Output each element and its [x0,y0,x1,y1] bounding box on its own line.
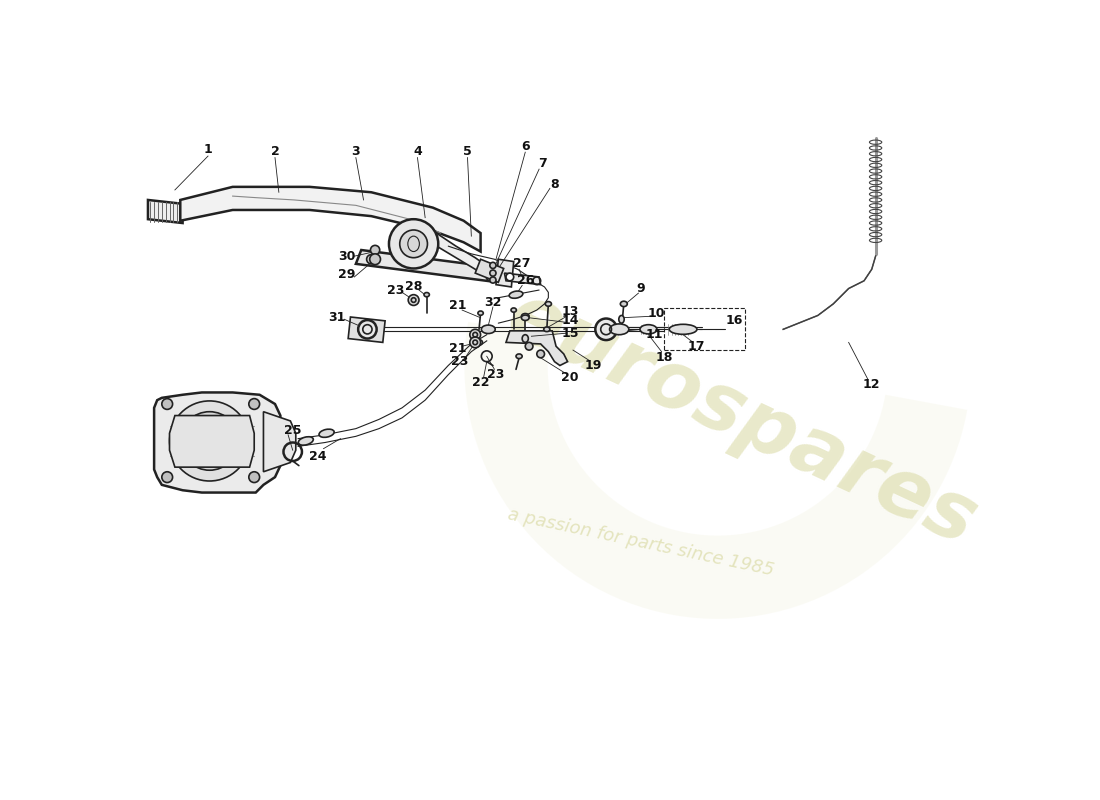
Ellipse shape [521,315,529,321]
Ellipse shape [319,429,334,438]
Text: 29: 29 [338,268,355,281]
Text: 6: 6 [521,139,529,153]
Circle shape [366,254,376,264]
Circle shape [359,320,376,338]
Polygon shape [154,393,280,493]
Text: 9: 9 [637,282,645,295]
Circle shape [470,330,481,340]
Text: 16: 16 [726,314,744,327]
Circle shape [525,342,532,350]
Ellipse shape [512,308,516,312]
Polygon shape [147,200,183,223]
Text: 23: 23 [451,355,469,368]
Text: 25: 25 [284,425,301,438]
Circle shape [470,337,481,348]
Polygon shape [496,259,514,287]
Text: 32: 32 [484,296,502,309]
Circle shape [370,254,381,265]
Polygon shape [432,230,481,273]
Ellipse shape [477,311,483,315]
Text: 13: 13 [561,305,579,318]
Circle shape [169,401,250,481]
Text: 11: 11 [646,328,663,341]
Text: 19: 19 [584,359,602,372]
Text: 12: 12 [864,378,880,391]
Text: 17: 17 [688,340,705,353]
Ellipse shape [620,302,627,306]
Ellipse shape [482,325,495,334]
Circle shape [180,412,239,470]
Circle shape [249,398,260,410]
Text: 8: 8 [550,178,559,191]
Polygon shape [264,412,296,472]
Text: 21: 21 [449,299,466,312]
Circle shape [399,230,428,258]
Ellipse shape [543,327,550,332]
Text: a passion for parts since 1985: a passion for parts since 1985 [506,506,776,580]
Ellipse shape [546,302,551,306]
Ellipse shape [521,314,529,319]
Text: 1: 1 [204,143,212,157]
Text: eurospares: eurospares [494,277,988,562]
Text: 5: 5 [463,145,472,158]
Text: 15: 15 [561,326,579,340]
Circle shape [490,270,496,276]
Text: 4: 4 [414,145,421,158]
Text: 22: 22 [472,376,490,389]
Circle shape [595,318,617,340]
Polygon shape [180,187,481,251]
Circle shape [408,294,419,306]
Text: 27: 27 [513,258,530,270]
Text: 31: 31 [328,311,345,324]
Text: 10: 10 [648,306,664,320]
Ellipse shape [640,325,657,334]
Text: 14: 14 [561,314,579,327]
Text: 2: 2 [271,145,279,158]
Ellipse shape [619,315,624,323]
Text: 3: 3 [352,145,360,158]
Text: 20: 20 [561,370,579,383]
Circle shape [371,246,380,254]
Circle shape [389,219,438,269]
Text: 28: 28 [405,281,422,294]
Polygon shape [505,273,541,285]
Circle shape [249,472,260,482]
Bar [664,308,745,350]
Circle shape [162,472,173,482]
Text: 26: 26 [517,274,534,287]
Polygon shape [348,317,385,342]
Circle shape [486,271,495,281]
Text: 7: 7 [538,158,547,170]
Text: 24: 24 [309,450,326,463]
Ellipse shape [424,293,429,297]
Polygon shape [356,250,504,282]
Text: 30: 30 [338,250,355,262]
Text: 18: 18 [656,351,672,364]
Circle shape [490,262,496,269]
Ellipse shape [475,340,483,345]
Text: 23: 23 [387,283,405,297]
Circle shape [490,277,496,283]
Circle shape [537,350,544,358]
Text: 23: 23 [487,368,505,382]
Polygon shape [169,415,254,467]
Circle shape [506,273,514,281]
Ellipse shape [298,437,314,445]
Ellipse shape [522,334,528,342]
Ellipse shape [516,354,522,358]
Ellipse shape [669,324,697,334]
Text: 21: 21 [449,342,466,355]
Ellipse shape [509,291,522,298]
Polygon shape [506,331,568,366]
Ellipse shape [609,324,629,334]
Circle shape [162,398,173,410]
Polygon shape [475,259,504,282]
